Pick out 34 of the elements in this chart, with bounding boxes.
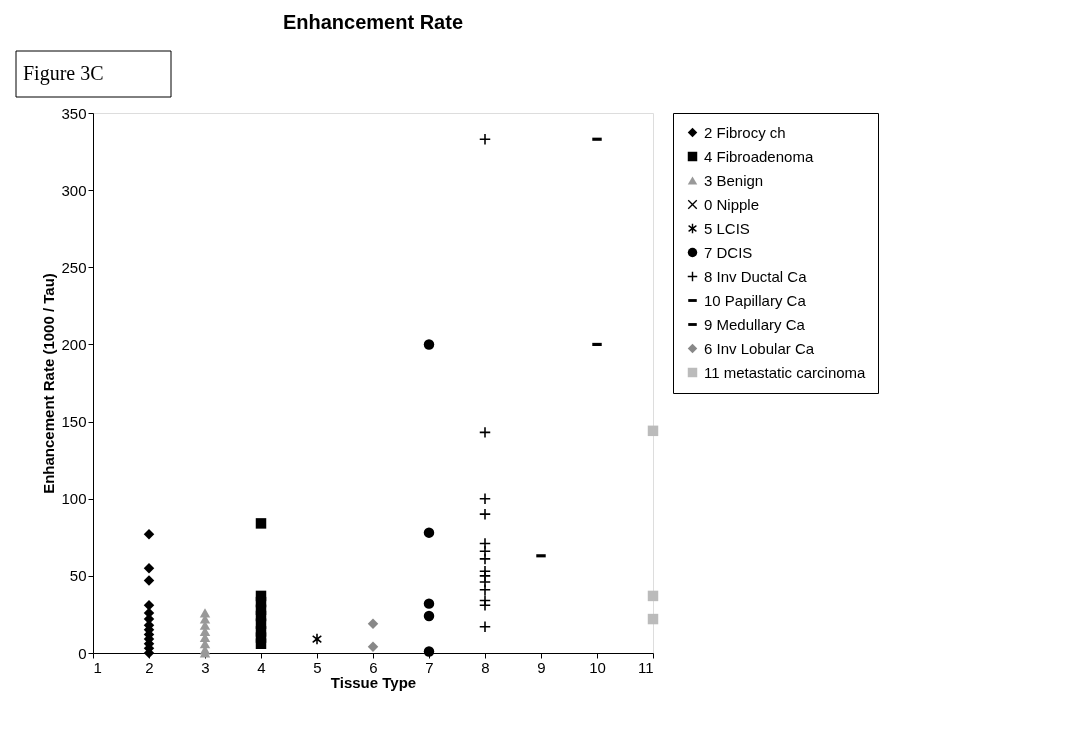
x-tick-label: 10 <box>589 658 606 676</box>
x-tick-label: 6 <box>369 658 378 676</box>
y-tick-label: 0 <box>78 644 87 662</box>
x-tick-label: 1 <box>93 658 102 676</box>
legend-label: 11 metastatic carcinoma <box>704 363 867 381</box>
legend-label: 3 Benign <box>704 171 764 189</box>
legend-label: 0 Nipple <box>704 195 760 213</box>
legend-label: 10 Papillary Ca <box>704 291 807 309</box>
y-axis-title: Enhancement Rate (1000 / Tau) <box>40 273 58 494</box>
y-tick-label: 150 <box>61 413 87 431</box>
y-tick-label: 350 <box>61 104 87 122</box>
x-tick-label: 11 <box>637 658 654 676</box>
y-tick-label: 200 <box>61 335 87 353</box>
y-tick-label: 100 <box>61 490 87 508</box>
legend-label: 6 Inv Lobular Ca <box>704 339 815 357</box>
x-tick-label: 3 <box>201 658 210 676</box>
x-tick-label: 7 <box>425 658 434 676</box>
x-tick-label: 2 <box>145 658 154 676</box>
legend-label: 5 LCIS <box>704 219 750 237</box>
chart-title: Enhancement Rate <box>282 10 464 33</box>
x-axis-title: Tissue Type <box>330 673 417 691</box>
x-tick-label: 8 <box>481 658 490 676</box>
y-tick-label: 250 <box>61 258 87 276</box>
x-tick-label: 5 <box>313 658 322 676</box>
legend-label: 7 DCIS <box>704 243 753 261</box>
legend-label: 8 Inv Ductal Ca <box>704 267 808 285</box>
legend-label: 2 Fibrocy ch <box>704 123 786 141</box>
y-tick-label: 300 <box>61 181 87 199</box>
x-tick-label: 4 <box>257 658 266 676</box>
legend-label: 4 Fibroadenoma <box>704 147 814 165</box>
y-tick-label: 50 <box>69 567 87 585</box>
caption: Figure 3C <box>23 62 104 85</box>
legend-label: 9 Medullary Ca <box>704 315 806 333</box>
x-tick-label: 9 <box>537 658 546 676</box>
